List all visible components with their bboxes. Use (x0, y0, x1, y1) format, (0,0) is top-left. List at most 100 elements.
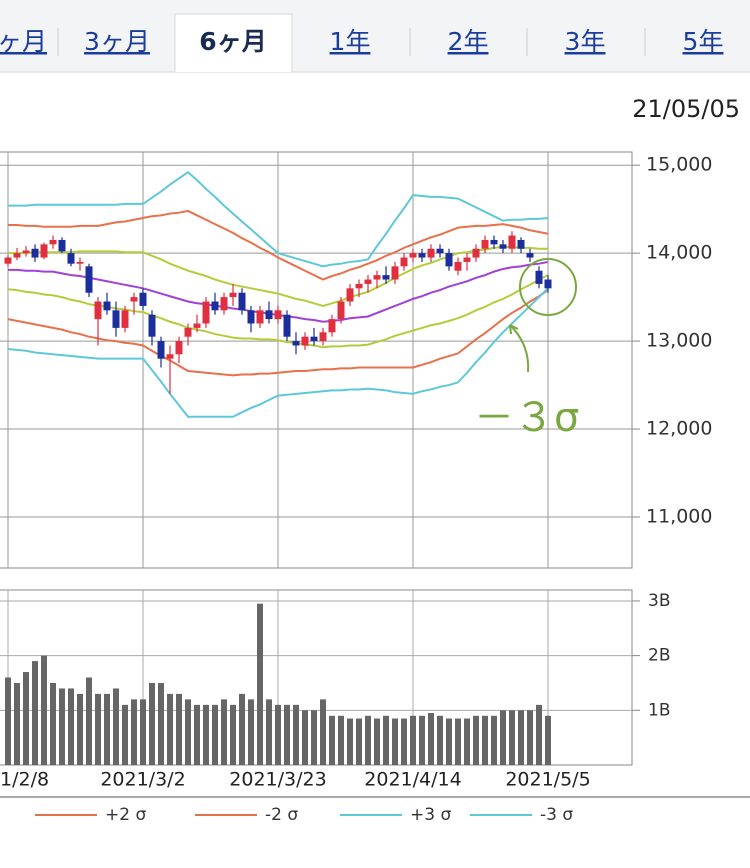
y-tick-label: 15,000 (646, 154, 712, 176)
volume-bar (311, 710, 317, 765)
tab[interactable]: 3年 (565, 27, 606, 56)
x-tick-label: 2021/5/5 (505, 769, 590, 791)
candle-body (310, 336, 318, 342)
candle-body (400, 257, 408, 267)
volume-bar (140, 699, 146, 765)
candle-body (76, 261, 84, 264)
candle-body (544, 279, 552, 289)
legend-label: +3 σ (410, 805, 451, 825)
volume-bar (410, 715, 416, 765)
volume-bar (284, 704, 290, 765)
chart-date: 21/05/05 (632, 95, 740, 123)
candle-body (22, 250, 30, 254)
candle-body (436, 248, 444, 254)
y-tick-label: 14,000 (646, 242, 712, 264)
candle-body (184, 327, 192, 337)
volume-tick-label: 2B (648, 646, 670, 666)
x-tick-label: 2021/3/23 (229, 769, 326, 791)
candle-body (238, 292, 246, 311)
candle-body (112, 310, 120, 328)
candle-body (121, 310, 129, 328)
price-plot-frame (0, 151, 633, 569)
candle-body (229, 292, 237, 298)
candle-body (31, 248, 39, 258)
active-tab-bg (174, 13, 293, 72)
volume-bar (122, 704, 128, 765)
tab[interactable]: 1年 (330, 27, 371, 56)
band-line (7, 287, 549, 418)
tab[interactable]: 2年 (448, 27, 489, 56)
volume-bar (14, 682, 20, 765)
candle-body (202, 301, 210, 324)
volume-bar (482, 715, 488, 765)
legend-label: -3 σ (540, 805, 573, 825)
candle-body (130, 297, 138, 302)
tab[interactable]: 3ヶ月 (84, 27, 150, 56)
volume-bar (167, 693, 173, 765)
candle-body (256, 310, 264, 324)
volume-bar (446, 718, 452, 765)
candle-body (454, 261, 462, 271)
candle-body (427, 248, 435, 258)
volume-bar (41, 655, 47, 765)
volume-bar (527, 710, 533, 765)
tab[interactable]: 5年 (683, 27, 724, 56)
volume-bar (275, 704, 281, 765)
candle-body (391, 266, 399, 280)
candle-body (463, 257, 471, 262)
volume-bar (347, 718, 353, 765)
volume-bar (500, 710, 506, 765)
candle-body (4, 257, 12, 264)
candle-body (247, 310, 255, 324)
volume-bar (194, 704, 200, 765)
band-line (8, 170, 549, 268)
volume-bar (401, 718, 407, 765)
volume-bar (518, 710, 524, 765)
volume-bar (491, 715, 497, 765)
candle-body (499, 244, 507, 249)
candle-body (490, 239, 498, 245)
volume-bar (536, 704, 542, 765)
tab-bar (0, 0, 750, 72)
candle-body (517, 239, 525, 249)
candle-body (193, 323, 201, 328)
candle-body (283, 314, 291, 337)
candle-body (337, 301, 345, 320)
volume-bar (104, 693, 110, 765)
legend-label: -2 σ (265, 805, 298, 825)
volume-bar (473, 715, 479, 765)
volume-bar (50, 682, 56, 765)
tab[interactable]: ヶ月 (0, 27, 47, 56)
candle-body (67, 253, 75, 264)
candle-body (526, 253, 534, 258)
candle-body (292, 341, 300, 346)
candle-body (49, 239, 57, 245)
x-tick-label: 1/2/8 (0, 769, 49, 791)
volume-bar (419, 715, 425, 765)
candle-body (481, 239, 489, 249)
volume-bar (509, 710, 515, 765)
tab[interactable]: 6ヶ月 (199, 27, 266, 56)
annotation: －３σ (474, 395, 579, 441)
candle-body (139, 292, 147, 306)
volume-bar (158, 682, 164, 765)
x-tick-label: 2021/3/2 (100, 769, 185, 791)
candle-body (265, 310, 273, 320)
candle-body (103, 301, 111, 311)
volume-bar (113, 688, 119, 765)
volume-bar (95, 693, 101, 765)
candle-body (148, 314, 156, 337)
candle-body (94, 301, 102, 320)
volume-tick-label: 1B (648, 700, 670, 720)
volume-bar (266, 699, 272, 765)
candle-body (472, 248, 480, 258)
candle-body (508, 235, 516, 249)
volume-bar (374, 718, 380, 765)
candle-body (211, 301, 219, 311)
volume-bar (338, 715, 344, 765)
candle-body (58, 239, 66, 252)
volume-bar (464, 718, 470, 765)
volume-bar (86, 677, 92, 765)
volume-bar (365, 715, 371, 765)
volume-bar (176, 693, 182, 765)
